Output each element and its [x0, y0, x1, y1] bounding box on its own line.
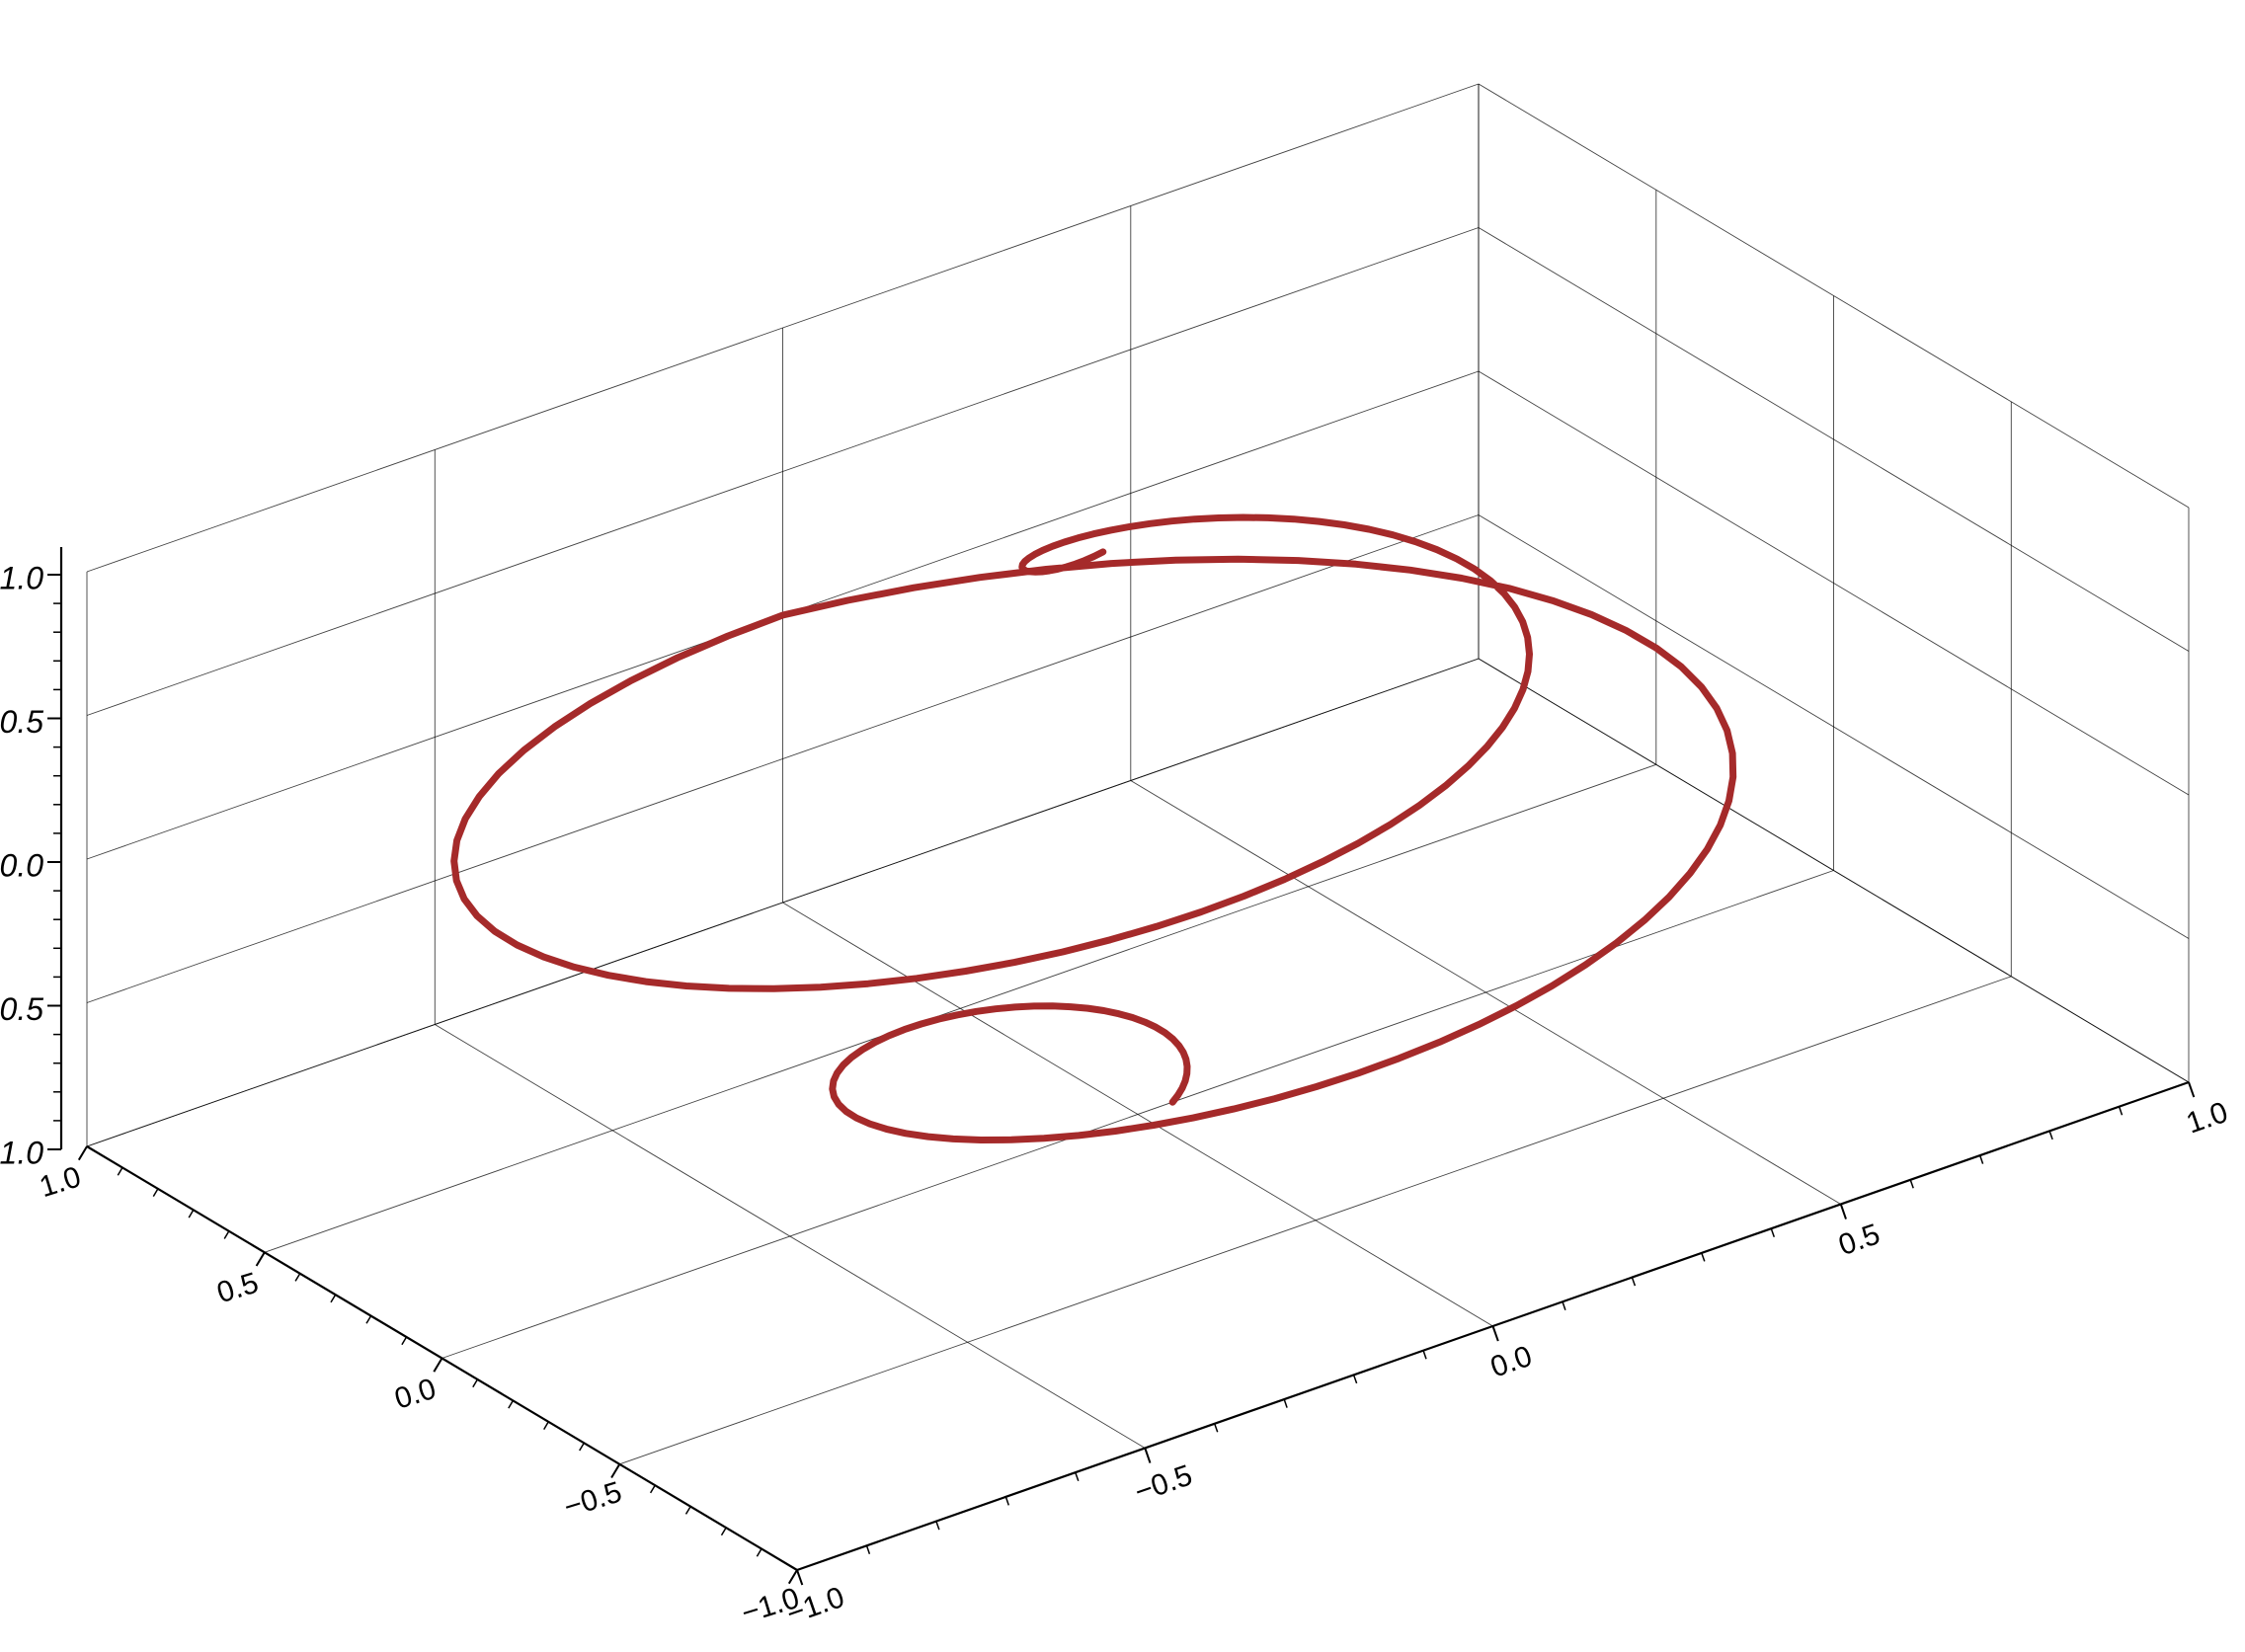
backwall-grid-z-4	[86, 83, 1480, 573]
y-tick-label-3: 0.5	[213, 1267, 263, 1310]
rightwall-grid-z-4	[1478, 83, 2190, 509]
x-minor-tick-1	[865, 1545, 871, 1555]
grid-layer	[86, 83, 2190, 1571]
x-tick-label-2: 0.0	[1486, 1340, 1536, 1384]
y-tick-20	[77, 1145, 88, 1161]
y-minor-tick-7	[543, 1421, 549, 1430]
y-minor-tick-8	[508, 1400, 515, 1409]
rightwall-grid-z-2	[1478, 370, 2190, 796]
x-minor-tick-18	[2048, 1131, 2053, 1141]
z-tick-label-1: −0.5	[0, 991, 43, 1027]
floor-grid-y-2	[441, 870, 1834, 1359]
y-tick-5	[610, 1463, 621, 1479]
x-minor-tick-19	[2118, 1106, 2124, 1116]
y-minor-tick-13	[330, 1294, 337, 1303]
y-minor-tick-16	[223, 1230, 230, 1239]
y-tick-label-2: 0.0	[391, 1373, 441, 1416]
x-minor-tick-16	[1909, 1179, 1914, 1189]
y-tick-label-1: −0.5	[560, 1476, 625, 1525]
y-minor-tick-14	[294, 1273, 301, 1282]
backwall-grid-z-3	[86, 227, 1480, 716]
y-minor-tick-17	[188, 1209, 195, 1219]
x-tick-label-4: 1.0	[2183, 1096, 2232, 1141]
x-minor-tick-13	[1701, 1252, 1706, 1262]
series-line-spiral	[450, 513, 1737, 1143]
floor-grid-x-3	[1130, 780, 1842, 1205]
curve-layer	[450, 513, 1737, 1143]
y-minor-tick-11	[401, 1336, 408, 1346]
y-minor-tick-1	[756, 1548, 762, 1557]
y-tick-10	[433, 1357, 443, 1373]
x-tick-label-3: 0.5	[1834, 1218, 1884, 1262]
x-minor-tick-2	[935, 1521, 940, 1531]
x-minor-tick-8	[1352, 1375, 1358, 1384]
floor-grid-y-4	[86, 658, 1480, 1147]
y-minor-tick-6	[579, 1442, 585, 1452]
x-minor-tick-9	[1422, 1350, 1427, 1360]
x-tick-label-1: −0.5	[1131, 1458, 1197, 1508]
y-minor-tick-4	[649, 1484, 656, 1494]
rightwall-grid-z-3	[1478, 227, 2190, 652]
y-minor-tick-12	[365, 1315, 372, 1324]
x-minor-tick-3	[1004, 1496, 1010, 1506]
x-minor-tick-11	[1562, 1301, 1566, 1311]
x-tick-5	[1144, 1448, 1152, 1463]
x-tick-15	[1839, 1204, 1847, 1219]
z-tick-label-0: −1.0	[0, 1135, 43, 1170]
x-minor-tick-6	[1213, 1423, 1219, 1433]
z-tick-label-4: 1.0	[0, 560, 43, 595]
x-minor-tick-12	[1631, 1277, 1637, 1287]
y-minor-tick-3	[684, 1506, 691, 1515]
y-minor-tick-2	[720, 1527, 727, 1536]
x-minor-tick-7	[1283, 1398, 1288, 1408]
x-tick-20	[2188, 1081, 2196, 1098]
y-minor-tick-18	[152, 1188, 159, 1197]
x-tick-10	[1491, 1325, 1499, 1342]
y-minor-tick-19	[117, 1167, 123, 1176]
x-minor-tick-17	[1978, 1154, 1984, 1164]
floor-grid-x-4	[1478, 658, 2190, 1083]
x-minor-tick-4	[1075, 1471, 1080, 1481]
axis-layer	[47, 547, 2196, 1586]
x-minor-tick-14	[1770, 1227, 1776, 1237]
y-tick-0	[787, 1569, 798, 1585]
z-tick-label-2: 0.0	[0, 847, 43, 883]
x-tick-0	[796, 1569, 804, 1586]
label-layer: −1.0−0.50.00.51.0−1.0−0.50.00.51.0−1.0−0…	[0, 560, 2232, 1630]
floor-grid-y-3	[264, 763, 1656, 1253]
y-tick-15	[255, 1251, 266, 1267]
y-minor-tick-9	[472, 1378, 479, 1388]
z-tick-label-3: 0.5	[0, 704, 43, 740]
